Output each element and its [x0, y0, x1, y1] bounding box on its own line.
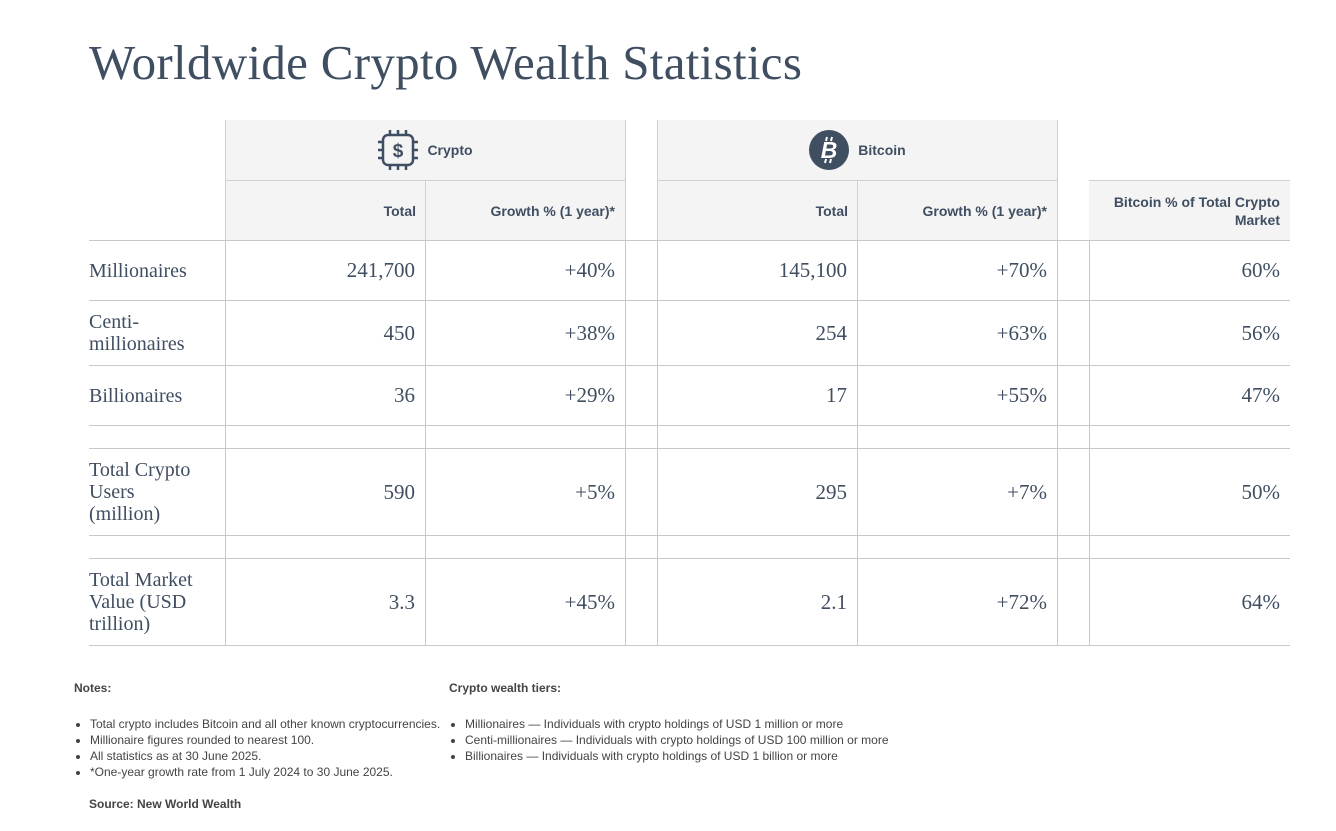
cell-bitcoin-total: 17: [826, 383, 847, 407]
column-header-bitcoin-growth: Growth % (1 year)*: [857, 180, 1058, 240]
source-credit: Source: New World Wealth: [89, 797, 242, 811]
bitcoin-group-label: Bitcoin: [858, 142, 906, 158]
cell-bitcoin-total: 2.1: [820, 589, 847, 614]
row-divider: [89, 558, 1290, 559]
row-divider: [89, 365, 1290, 366]
row-divider: [89, 448, 1290, 449]
column-divider: [857, 240, 858, 646]
cell-bitcoin-share: 64%: [1241, 589, 1281, 614]
cell-crypto-growth: +5%: [575, 479, 615, 504]
cell-crypto-growth: +38%: [564, 320, 615, 345]
column-header-bitcoin-total: Total: [657, 180, 858, 240]
column-divider: [657, 240, 658, 646]
column-header-crypto-total: Total: [225, 180, 426, 240]
row-divider: [89, 535, 1290, 536]
note-item: All statistics as at 30 June 2025.: [90, 748, 440, 764]
column-header-crypto-growth: Growth % (1 year)*: [425, 180, 626, 240]
cell-bitcoin-growth: +7%: [1007, 479, 1047, 504]
bitcoin-group-header: B Bitcoin: [657, 120, 1058, 180]
note-item: Millionaire figures rounded to nearest 1…: [90, 732, 440, 748]
bitcoin-icon: B: [809, 130, 850, 170]
row-label: Total Market Value (USD trillion): [89, 569, 193, 635]
crypto-group-header: $ Crypto: [225, 120, 626, 180]
cell-crypto-growth: +29%: [564, 383, 615, 407]
cell-crypto-total: 36: [394, 383, 415, 407]
cell-bitcoin-share: 56%: [1241, 320, 1281, 345]
cell-bitcoin-growth: +72%: [996, 589, 1047, 614]
svg-text:B: B: [821, 137, 838, 163]
column-divider: [625, 240, 626, 646]
cell-crypto-growth: +40%: [564, 258, 615, 282]
cell-bitcoin-growth: +55%: [996, 383, 1047, 407]
cell-crypto-total: 450: [383, 320, 416, 345]
column-divider: [425, 240, 426, 646]
tier-item: Centi-millionaires — Individuals with cr…: [465, 732, 889, 748]
cell-crypto-total: 241,700: [346, 258, 415, 282]
row-divider: [89, 645, 1290, 646]
cell-crypto-total: 590: [383, 479, 416, 504]
row-label: Millionaires: [89, 259, 187, 282]
cell-crypto-total: 3.3: [388, 589, 415, 614]
cell-bitcoin-total: 254: [815, 320, 848, 345]
notes-list: Total crypto includes Bitcoin and all ot…: [74, 716, 440, 780]
crypto-group-label: Crypto: [427, 142, 473, 158]
notes-section: Notes: Total crypto includes Bitcoin and…: [74, 681, 440, 780]
column-header-bitcoin-share: Bitcoin % of Total Crypto Market: [1089, 180, 1290, 240]
column-divider: [1057, 240, 1058, 646]
page-title: Worldwide Crypto Wealth Statistics: [89, 35, 803, 90]
cell-bitcoin-growth: +70%: [996, 258, 1047, 282]
row-label: Billionaires: [89, 384, 183, 407]
cell-bitcoin-total: 145,100: [778, 258, 847, 282]
row-divider: [89, 240, 1290, 241]
cell-bitcoin-share: 47%: [1241, 383, 1281, 407]
cell-bitcoin-total: 295: [815, 479, 848, 504]
column-divider: [1089, 240, 1090, 646]
cell-crypto-growth: +45%: [564, 589, 615, 614]
tiers-list: Millionaires — Individuals with crypto h…: [449, 716, 889, 764]
tier-item: Millionaires — Individuals with crypto h…: [465, 716, 889, 732]
row-divider: [89, 300, 1290, 301]
cell-bitcoin-growth: +63%: [996, 320, 1047, 345]
crypto-chip-icon: $: [378, 130, 419, 170]
tiers-section: Crypto wealth tiers: Millionaires — Indi…: [449, 681, 889, 764]
note-item: Total crypto includes Bitcoin and all ot…: [90, 716, 440, 732]
note-item: *One-year growth rate from 1 July 2024 t…: [90, 764, 440, 780]
svg-text:$: $: [393, 141, 404, 162]
tier-item: Billionaires — Individuals with crypto h…: [465, 748, 889, 764]
column-divider: [225, 240, 226, 646]
cell-bitcoin-share: 50%: [1241, 479, 1281, 504]
row-label: Total Crypto Users (million): [89, 459, 191, 525]
row-divider: [89, 425, 1290, 426]
tiers-heading: Crypto wealth tiers:: [449, 681, 562, 695]
notes-heading: Notes:: [74, 681, 112, 695]
row-label: Centi- millionaires: [89, 311, 185, 355]
cell-bitcoin-share: 60%: [1241, 258, 1281, 282]
